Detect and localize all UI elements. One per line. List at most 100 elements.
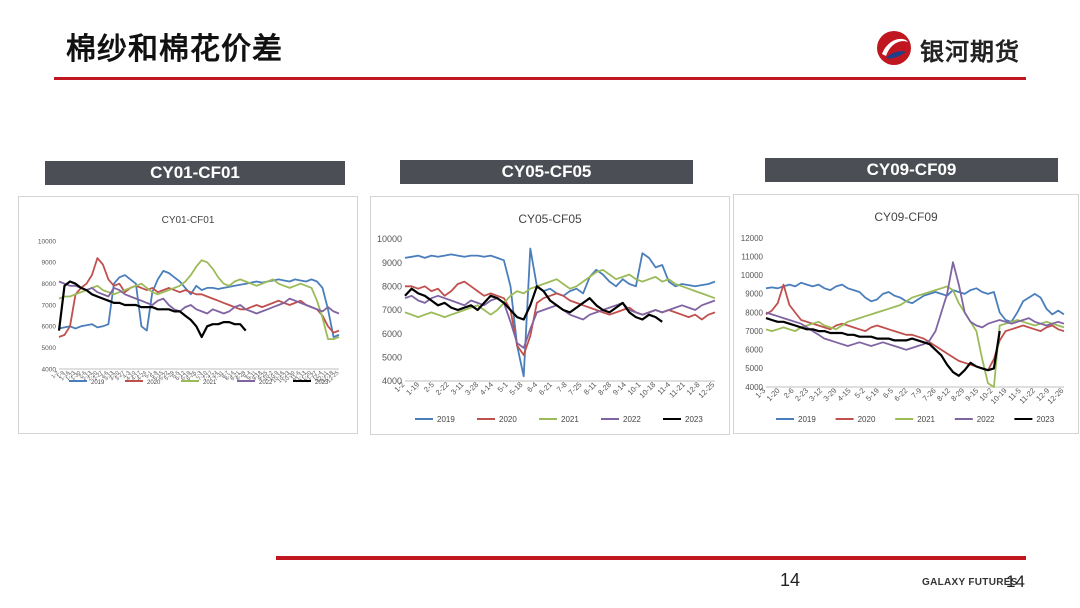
x-tick-label: 3-29	[821, 386, 838, 403]
y-tick-label: 9000	[745, 290, 763, 299]
chart-cy05-cf05: CY05-CF05 4000 5000 6000 7000 8000 9000 10000 1-…	[377, 212, 716, 424]
chart-panel-cy09: CY09-CF09 4000 5000 6000 7000 8000 9000 10000 11…	[733, 194, 1079, 434]
series-line-2020	[405, 280, 716, 356]
x-tick-label: 2-6	[78, 370, 88, 380]
y-tick-label: 10000	[741, 271, 764, 280]
x-tick-label: 1-2	[51, 370, 61, 380]
series-line-2020	[765, 283, 1065, 372]
x-tick-label: 9-4	[243, 370, 253, 380]
footer-divider	[276, 556, 1026, 560]
series-line-2019	[58, 270, 340, 338]
x-tick-label: 3-12	[807, 386, 824, 403]
logo-text: 银河期货	[920, 39, 1020, 66]
x-tick-label: 1-9	[56, 370, 66, 380]
legend-label-2021: 2021	[203, 380, 217, 386]
x-tick-label: 5-18	[508, 380, 525, 397]
chart-panel-cy05: CY05-CF05 4000 5000 6000 7000 8000 9000 10000 1-…	[370, 196, 730, 435]
x-tick-label: 7-3	[193, 370, 203, 380]
legend-label-2023: 2023	[315, 380, 329, 386]
x-tick-label: 4-14	[478, 380, 495, 397]
x-tick-label: 12-25	[696, 380, 716, 400]
x-tick-label: 11-21	[667, 380, 687, 400]
legend-label-2020: 2020	[858, 415, 876, 424]
legend-label-2020: 2020	[147, 380, 161, 386]
x-tick-label: 2-22	[434, 380, 451, 397]
series-line-2021	[58, 259, 340, 340]
y-tick-label: 10000	[377, 234, 402, 244]
chart-title: CY05-CF05	[518, 212, 582, 226]
chart-title: CY01-CF01	[162, 215, 215, 226]
header-divider	[54, 77, 1026, 80]
y-tick-label: 6000	[42, 324, 57, 331]
y-tick-label: 5000	[745, 364, 763, 373]
footer-brand: GALAXY FUTURES	[922, 577, 1018, 588]
series-line-2023	[765, 317, 1001, 377]
x-tick-label: 8-28	[596, 380, 613, 397]
y-tick-label: 5000	[382, 352, 402, 362]
x-tick-label: 5-1	[144, 370, 154, 380]
chart-panel-cy01: CY01-CF01 4000 5000 6000 7000 8000 9000 10000 1-…	[18, 196, 358, 434]
x-tick-label: 2-23	[793, 386, 810, 403]
legend-label-2022: 2022	[977, 415, 995, 424]
legend-label-2022: 2022	[623, 415, 641, 424]
chart-header-cy09: CY09-CF09	[765, 158, 1058, 182]
series-line-2022	[404, 294, 716, 349]
y-tick-label: 4000	[382, 376, 402, 386]
x-tick-label: 3-11	[449, 380, 466, 397]
company-logo: 银河期货	[874, 28, 1034, 68]
series-line-2021	[765, 285, 1065, 388]
y-tick-label: 6000	[745, 346, 763, 355]
x-tick-label: 3-6	[100, 370, 110, 380]
y-tick-label: 8000	[382, 281, 402, 291]
page-title: 棉纱和棉花价差	[66, 33, 283, 66]
y-tick-label: 4000	[42, 366, 57, 373]
x-tick-label: 9-15	[963, 386, 980, 403]
series-line-2022	[58, 280, 340, 315]
galaxy-logo-icon	[877, 31, 911, 65]
chart-header-cy05: CY05-CF05	[400, 160, 693, 184]
x-tick-label: 9-14	[611, 380, 628, 397]
series-line-2022	[765, 261, 1065, 351]
series-line-2021	[404, 268, 716, 318]
legend-label-2023: 2023	[685, 415, 703, 424]
x-tick-label: 9-11	[246, 370, 258, 382]
chart-header-cy01: CY01-CF01	[45, 161, 345, 185]
legend-label-2020: 2020	[499, 415, 517, 424]
x-tick-label: 4-3	[122, 370, 132, 380]
x-tick-label: 8-11	[582, 380, 599, 397]
x-tick-label: 6-5	[171, 370, 181, 380]
y-tick-label: 7000	[42, 302, 57, 309]
x-tick-label: 5-19	[864, 386, 881, 403]
x-tick-label: 5-8	[149, 370, 159, 380]
series-line-2019	[765, 281, 1065, 323]
legend-label-2019: 2019	[798, 415, 816, 424]
legend-label-2022: 2022	[259, 380, 273, 386]
x-tick-label: 8-29	[949, 386, 966, 403]
legend-label-2019: 2019	[91, 380, 105, 386]
x-tick-label: 1-19	[404, 380, 421, 397]
y-tick-label: 6000	[382, 329, 402, 339]
series-line-2019	[404, 247, 716, 378]
x-tick-label: 8-12	[935, 386, 952, 403]
y-tick-label: 5000	[42, 345, 57, 352]
x-tick-label: 7-26	[921, 386, 938, 403]
footer-page-number: 14	[1006, 572, 1025, 591]
y-tick-label: 9000	[382, 258, 402, 268]
legend-label-2019: 2019	[437, 415, 455, 424]
y-tick-label: 4000	[745, 383, 763, 392]
series-line-2020	[58, 257, 340, 338]
x-tick-label: 4-15	[836, 386, 853, 403]
y-tick-label: 8000	[42, 281, 57, 288]
x-tick-label: 8-7	[221, 370, 231, 380]
y-tick-label: 8000	[745, 308, 763, 317]
x-tick-label: 7-25	[567, 380, 584, 397]
x-tick-label: 6-21	[537, 380, 554, 397]
x-tick-label: 1-20	[765, 386, 782, 403]
y-tick-label: 9000	[42, 260, 57, 267]
chart-cy09-cf09: CY09-CF09 4000 5000 6000 7000 8000 9000 10000 11…	[741, 210, 1066, 424]
y-tick-label: 12000	[741, 234, 764, 243]
legend-label-2021: 2021	[917, 415, 935, 424]
x-tick-label: 12-26	[1045, 386, 1065, 406]
y-tick-label: 10000	[38, 238, 56, 245]
series-line-2023	[57, 280, 247, 339]
